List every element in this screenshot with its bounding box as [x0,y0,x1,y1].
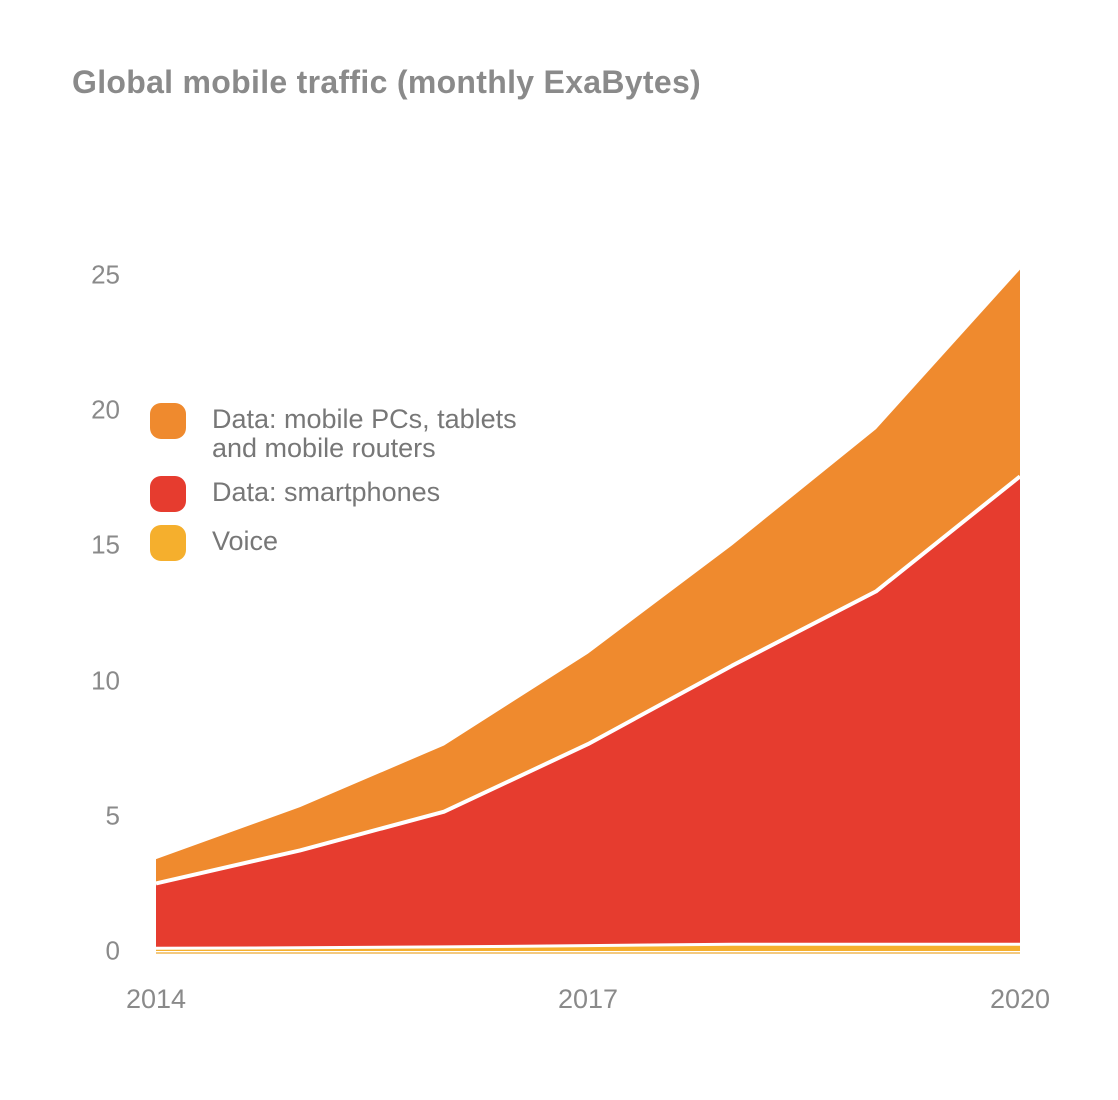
legend-item-smartphones: Data: smartphones [150,474,517,513]
y-tick-label: 10 [91,665,120,696]
legend-item-voice: Voice [150,523,517,562]
legend-swatch-voice [150,525,186,562]
x-tick-label: 2014 [125,984,187,1014]
y-tick-label: 0 [105,935,120,966]
legend-swatch-smartphones [150,476,186,513]
separator-line-smartphones [155,474,1022,886]
legend-label-mobile-pcs-tablets: Data: mobile PCs, tablets and mobile rou… [212,404,517,464]
legend: Data: mobile PCs, tablets and mobile rou… [150,401,517,562]
legend-label-voice: Voice [212,526,279,557]
area-smartphones [156,476,1020,949]
legend-swatch-mobile-pcs-tablets [150,403,186,439]
y-tick-label: 25 [91,259,120,290]
separator-line-voice [155,942,1020,950]
legend-label-smartphones: Data: smartphones [212,477,441,508]
y-tick-label: 15 [91,529,120,560]
area-voice [156,944,1020,951]
x-tick-label: 2020 [989,984,1051,1014]
area-mobile-pcs-tablets [156,269,1020,884]
y-tick-label: 5 [105,800,120,831]
x-tick-label: 2017 [557,984,619,1014]
y-tick-label: 20 [91,394,120,425]
legend-item-mobile-pcs-tablets: Data: mobile PCs, tablets and mobile rou… [150,401,517,463]
chart-title: Global mobile traffic (monthly ExaBytes) [72,64,701,100]
